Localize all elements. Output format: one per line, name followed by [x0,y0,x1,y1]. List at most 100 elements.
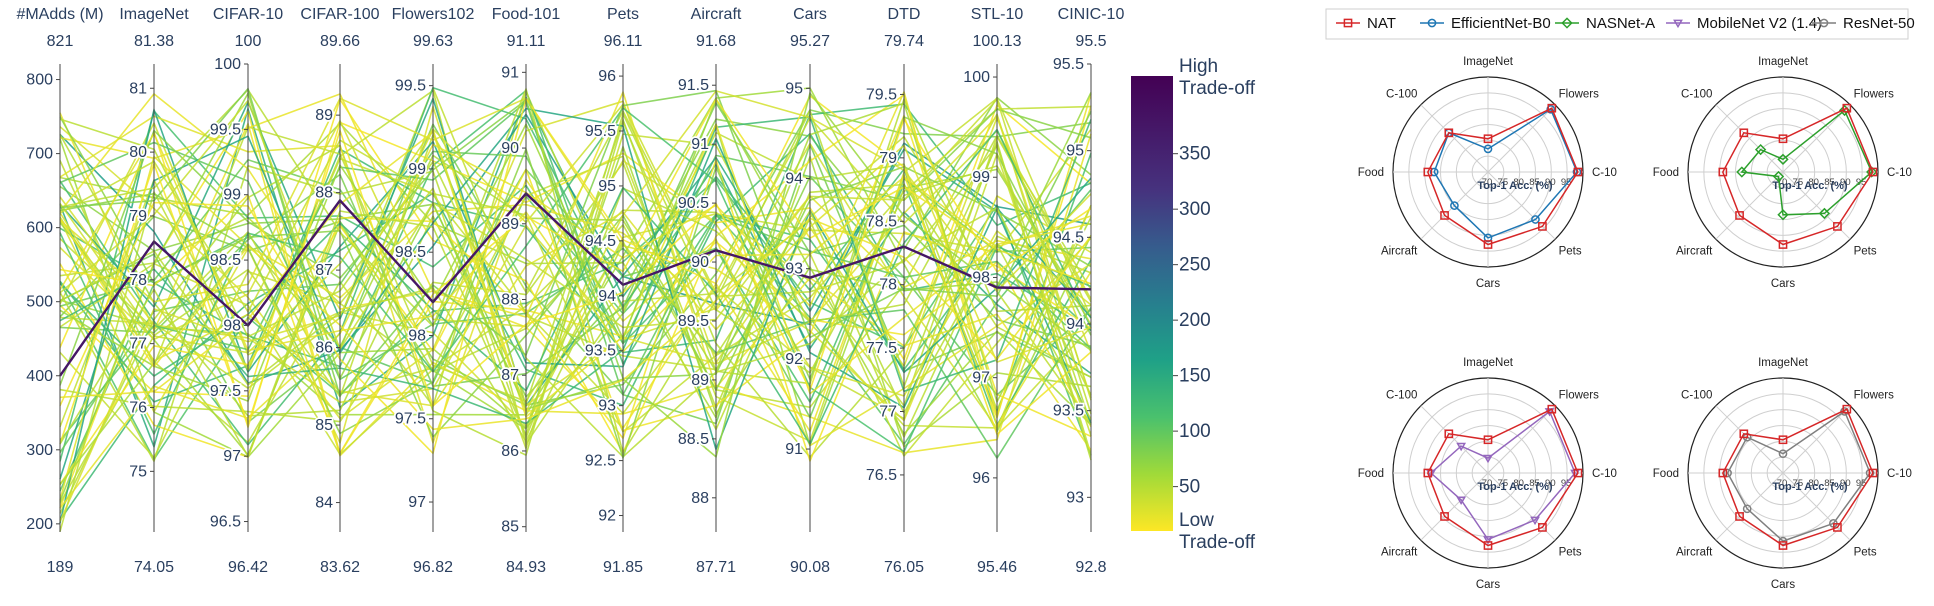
axis-tick-label: 75 [129,463,147,480]
radar-radial-tick: 95 [1561,177,1572,188]
radar-point [1483,134,1493,144]
axis-tick-label: 78 [129,272,147,289]
colorbar-title-low-l1: Low [1179,510,1214,531]
radar-radial-tick: 90 [1545,478,1556,489]
radar-series-nat [1721,408,1874,547]
axis-tick-label: 93.5 [585,343,616,360]
parallel-line [59,107,1092,480]
radar-axis-label: Flowers [1559,390,1600,402]
colorbar-title-high: High Trade-off [1179,56,1256,99]
radar-point [1736,166,1748,178]
axis-tick-label: 99 [223,187,241,204]
radar-point [1440,512,1449,521]
radar-axis-label: ImageNet [1463,357,1514,369]
colorbar-tick-label: 300 [1179,199,1211,220]
legend-swatch-marker [1673,19,1683,29]
parallel-lines [59,85,1092,532]
axis-tick-label: 76.5 [866,467,897,484]
radar-axis-label: Pets [1559,245,1582,257]
axis-tick-label: 92 [598,508,616,525]
radar-radial-title: Top-1 Acc. (%) [1477,180,1553,192]
radar-radial-tick: 70 [1777,177,1788,188]
radar-point [1842,404,1852,414]
axis-max-label: 91.68 [696,33,736,50]
radar-radial-tick: 75 [1498,177,1509,188]
radar-spoke [1420,405,1489,474]
radar-series-nat [1721,107,1874,246]
radar-series-nat [1426,408,1579,547]
radar-point [1547,404,1557,414]
axis-tick-label: 89 [501,216,519,233]
axis-tick-label: 87 [315,262,333,279]
radar-point [1456,496,1467,505]
axis-tick-label: 94.5 [1053,229,1084,246]
parallel-line [59,111,1092,459]
parallel-line [59,115,1092,461]
radar-point [1450,201,1459,210]
radar-point [1778,240,1788,249]
radar-radial-tick: 95 [1856,478,1867,489]
radar-axis-label: Cars [1771,579,1796,591]
colorbar-title-high-l2: Trade-off [1179,78,1256,99]
legend-item: ResNet-50 [1812,15,1915,32]
radar-panels: ImageNet Flowers C-10 Pets Cars Aircraft Food C… [1358,56,1912,591]
axis-tick-label: 400 [26,368,53,385]
axis-tick-label: 89 [315,107,333,124]
radar-radial-tick: 80 [1808,478,1819,489]
axis-tick-label: 88 [315,185,333,202]
radar-radial-tick: 80 [1513,177,1524,188]
radar-radial-tick: 70 [1482,177,1493,188]
legend-swatch-marker [1343,18,1353,28]
radar-panel-3: ImageNet Flowers C-10 Pets Cars Aircraft Food C… [1358,357,1617,591]
radar-point [1739,128,1749,138]
axis-tick-label: 91.5 [678,77,709,94]
axis-tick-label: 79.5 [866,86,897,103]
radar-point [1423,167,1433,177]
radar-point [1530,516,1540,526]
axis-min-label: 83.62 [320,559,360,576]
axis-tick-label: 97.5 [395,411,426,428]
radar-point [1440,211,1449,220]
axis-tick-label: 98.5 [395,244,426,261]
axis-min-label: 90.08 [790,559,830,576]
radar-axis-label: ImageNet [1758,56,1809,68]
parallel-line [59,96,1092,417]
axis-title: ImageNet [119,6,189,23]
radar-axis-label: C-100 [1681,390,1712,402]
axis-max-label: 79.74 [884,33,924,50]
legend-item: NASNet-A [1555,15,1655,32]
radar-point [1444,429,1454,439]
axis-title: Cars [793,6,827,23]
axis-tick-label: 87 [501,367,519,384]
axis-tick-label: 78 [879,277,897,294]
axis-tick-label: 98 [408,327,426,344]
parallel-line [59,109,1092,504]
axis-title: STL-10 [971,6,1024,23]
axis-tick-label: 93.5 [1053,403,1084,420]
axis-max-label: 95.27 [790,33,830,50]
axis-max-label: 89.66 [320,33,360,50]
radar-radial-tick: 75 [1498,478,1509,489]
axis-tick-label: 97 [408,494,426,511]
radar-axis-label: Pets [1854,546,1877,558]
axis-tick-label: 600 [26,220,53,237]
radar-axis-label: C-100 [1386,89,1417,101]
radar-spoke [1420,104,1489,173]
axis-tick-label: 90 [691,254,709,271]
radar-point [1778,449,1788,459]
parallel-line [59,102,1092,354]
radar-axis-label: C-10 [1887,167,1912,179]
radar-panel-1: ImageNet Flowers C-10 Pets Cars Aircraft Food C… [1358,56,1617,290]
axis-tick-label: 98 [972,269,990,286]
parallel-line [59,217,1092,431]
axis-tick-label: 90 [501,140,519,157]
legend-label: NAT [1367,15,1396,32]
axis-3: CIFAR-100 89.66 83.62 84 85 86 87 88 89 [300,6,379,576]
parallel-line [59,86,1092,398]
radar-point [1833,523,1842,532]
axis-tick-label: 300 [26,442,53,459]
axis-tick-label: 79 [879,150,897,167]
radar-point [1842,103,1852,113]
radar-spoke [1487,472,1556,541]
axis-title: #MAdds (M) [16,6,103,23]
